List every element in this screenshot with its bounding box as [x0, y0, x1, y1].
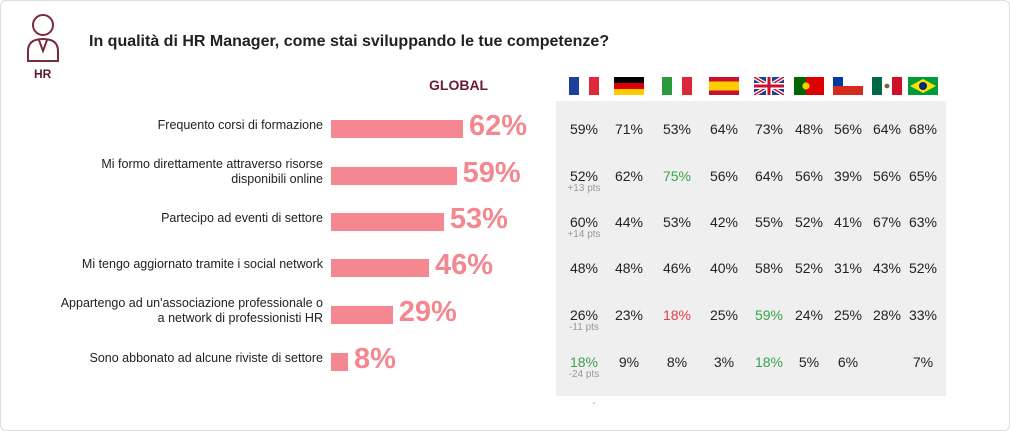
table-cell: 68% [908, 121, 938, 137]
value-label: 53% [449, 203, 508, 235]
table-cell: 64% [872, 121, 902, 137]
table-cell: 52% [569, 168, 599, 184]
table-cell: 33% [908, 307, 938, 323]
table-cell: 39% [833, 168, 863, 184]
flag [614, 77, 644, 95]
bar [331, 167, 457, 185]
category-label: Mi formo direttamente attraverso risorse… [101, 157, 323, 186]
category-label: Frequento corsi di formazione [157, 117, 323, 132]
table-cell: 52% [794, 214, 824, 230]
table-cell: 67% [872, 214, 902, 230]
table-cell: 63% [908, 214, 938, 230]
flag [569, 77, 599, 95]
table-cell: 52% [908, 260, 938, 276]
table-cell: 31% [833, 260, 863, 276]
table-cell: 42% [709, 214, 739, 230]
table-cell: 58% [754, 260, 784, 276]
table-cell: 65% [908, 168, 938, 184]
title: In qualità di HR Manager, come stai svil… [89, 33, 610, 50]
flag [662, 77, 692, 95]
table-cell: 43% [872, 260, 902, 276]
table-cell: 48% [569, 260, 599, 276]
table-cell: 41% [833, 214, 863, 230]
table-cell: 7% [912, 354, 934, 370]
table-cell: 71% [614, 121, 644, 137]
bar [331, 306, 393, 324]
table-cell: 53% [662, 121, 692, 137]
table-cell: 25% [709, 307, 739, 323]
table-cell: 75% [662, 168, 692, 184]
table-cell: 59% [754, 307, 784, 323]
table-cell: 44% [614, 214, 644, 230]
value-label: 46% [434, 249, 494, 281]
bar [331, 213, 444, 231]
value-label: 62% [469, 110, 528, 142]
table-cell: 55% [754, 214, 784, 230]
flag [709, 77, 739, 95]
table-cell: 28% [872, 307, 902, 323]
category-label: Appartengo ad un'associazione profession… [60, 296, 323, 325]
table-cell: 9% [618, 354, 640, 370]
flag [754, 77, 784, 95]
table-cell: 3% [713, 354, 735, 370]
table-cell: 23% [614, 307, 644, 323]
table-bg [556, 101, 946, 396]
table-cell: 8% [666, 354, 688, 370]
global-title: GLOBAL [429, 77, 489, 93]
footnote: - [592, 398, 596, 409]
table-cell: 53% [662, 214, 692, 230]
table-cell: 59% [569, 121, 599, 137]
value-label: 29% [398, 296, 457, 328]
flag [872, 77, 902, 95]
table-cell: 26% [569, 307, 599, 323]
category-label: Mi tengo aggiornato tramite i social net… [81, 256, 323, 271]
bar [331, 259, 429, 277]
delta-note: +13 pts [567, 183, 601, 194]
value-label: 59% [462, 157, 521, 189]
icon-label: HR [34, 67, 52, 81]
value-label: 8% [354, 343, 396, 375]
table-cell: 6% [837, 354, 859, 370]
table-cell: 25% [833, 307, 863, 323]
bar [331, 120, 464, 138]
table-cell: 48% [794, 121, 824, 137]
bar [331, 353, 349, 371]
hr-icon [27, 14, 59, 62]
table-cell: 56% [794, 168, 824, 184]
table-cell: 5% [798, 354, 820, 370]
table-cell: 60% [569, 214, 599, 230]
table-cell: 64% [709, 121, 739, 137]
category-label: Sono abbonato ad alcune riviste di setto… [89, 350, 324, 365]
table-cell: 52% [794, 260, 824, 276]
delta-note: -24 pts [568, 369, 600, 380]
flag [794, 77, 824, 95]
table-cell: 18% [569, 354, 599, 370]
table-cell: 40% [709, 260, 739, 276]
table-cell: 64% [754, 168, 784, 184]
table-cell: 62% [614, 168, 644, 184]
table-cell: 56% [709, 168, 739, 184]
category-label: Partecipo ad eventi di settore [161, 210, 323, 225]
table-cell: 24% [794, 307, 824, 323]
delta-note: +14 pts [567, 229, 601, 240]
delta-note: -11 pts [569, 322, 599, 333]
table-cell: 56% [872, 168, 902, 184]
table-cell: 18% [662, 307, 692, 323]
flag [908, 77, 938, 95]
table-cell: 56% [833, 121, 863, 137]
flag [833, 77, 863, 95]
table-cell: 46% [662, 260, 692, 276]
table-cell: 18% [754, 354, 784, 370]
table-cell: 48% [614, 260, 644, 276]
table-cell: 73% [754, 121, 784, 137]
